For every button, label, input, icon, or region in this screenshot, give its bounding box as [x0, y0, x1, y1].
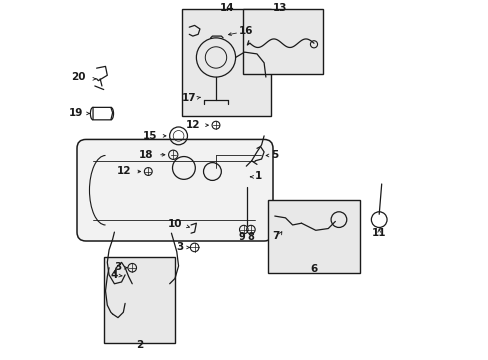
Text: 12: 12	[185, 120, 200, 130]
Text: 17: 17	[182, 94, 196, 103]
Text: 16: 16	[239, 26, 253, 36]
Text: 20: 20	[71, 72, 86, 82]
Text: 6: 6	[310, 264, 317, 274]
Text: 12: 12	[117, 166, 131, 176]
Text: 13: 13	[272, 3, 287, 13]
Text: 3: 3	[176, 242, 183, 252]
Bar	[242, 9, 322, 73]
Text: 19: 19	[69, 108, 83, 118]
Text: 4: 4	[110, 270, 118, 280]
Text: 11: 11	[371, 228, 386, 238]
Text: 1: 1	[254, 171, 261, 181]
Text: 8: 8	[247, 232, 254, 242]
Text: 10: 10	[167, 219, 182, 229]
Text: 18: 18	[139, 150, 153, 160]
Text: 2: 2	[136, 340, 142, 350]
Bar	[267, 200, 360, 273]
Text: 14: 14	[219, 3, 234, 13]
FancyBboxPatch shape	[77, 139, 272, 241]
Text: 3: 3	[114, 262, 122, 272]
Bar	[182, 9, 271, 116]
Bar	[103, 257, 175, 343]
Text: 7: 7	[272, 231, 279, 240]
Text: 5: 5	[271, 150, 278, 160]
Text: 9: 9	[239, 232, 245, 242]
Text: 15: 15	[142, 131, 157, 140]
